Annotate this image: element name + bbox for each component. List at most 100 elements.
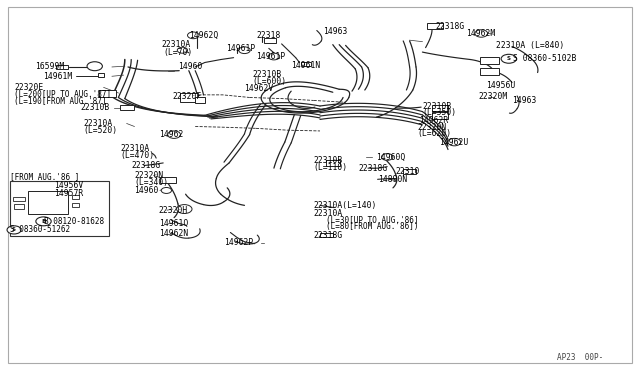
Text: S 08360-5102B: S 08360-5102B	[513, 54, 577, 63]
Text: 14962R: 14962R	[419, 116, 449, 125]
Text: S: S	[12, 227, 16, 232]
Text: 22320N: 22320N	[417, 123, 447, 132]
Bar	[160, 177, 175, 183]
Bar	[72, 195, 79, 199]
Bar	[56, 65, 68, 69]
Circle shape	[268, 53, 280, 60]
Text: (L=80[FROM AUG.'86]): (L=80[FROM AUG.'86])	[326, 222, 419, 231]
Text: 14890N: 14890N	[378, 175, 407, 184]
Text: 14963: 14963	[323, 27, 348, 36]
Text: (L=200[UP TO AUG.'87]: (L=200[UP TO AUG.'87]	[14, 90, 111, 99]
Circle shape	[177, 205, 192, 214]
Text: 22310A (L=840): 22310A (L=840)	[496, 41, 564, 50]
Bar	[301, 62, 311, 66]
Bar	[120, 105, 134, 110]
Text: 14960: 14960	[178, 62, 202, 71]
Text: 14963: 14963	[512, 96, 536, 105]
Text: B: B	[41, 219, 46, 224]
Text: (L=350): (L=350)	[422, 108, 456, 117]
Circle shape	[87, 62, 102, 71]
Text: 22310B: 22310B	[422, 102, 452, 110]
Text: 14961M: 14961M	[44, 72, 73, 81]
Text: 14961N: 14961N	[291, 61, 321, 70]
Text: 14960: 14960	[134, 186, 159, 195]
Text: (L=340): (L=340)	[134, 178, 168, 187]
Text: 22310A: 22310A	[83, 119, 113, 128]
Bar	[320, 233, 333, 237]
Bar	[28, 191, 68, 214]
Text: 14956U: 14956U	[486, 81, 516, 90]
Text: S 08360-51262: S 08360-51262	[10, 225, 70, 234]
Bar	[264, 38, 276, 43]
Text: 16599M: 16599M	[35, 62, 65, 71]
Circle shape	[177, 47, 188, 53]
Text: 22320F: 22320F	[173, 92, 202, 101]
Circle shape	[168, 131, 180, 138]
Circle shape	[239, 47, 250, 54]
Text: 14962V: 14962V	[244, 84, 274, 93]
Text: 22310B: 22310B	[314, 156, 343, 165]
Bar	[433, 105, 448, 111]
Circle shape	[475, 30, 488, 37]
Text: 14956V: 14956V	[54, 182, 84, 190]
Bar	[13, 197, 25, 201]
Text: 22310B: 22310B	[80, 103, 109, 112]
Bar	[14, 204, 24, 209]
Text: 14961Q: 14961Q	[159, 219, 188, 228]
Text: (L=190[FROM AUG.'87]: (L=190[FROM AUG.'87]	[14, 97, 107, 106]
Bar	[480, 68, 499, 75]
Circle shape	[381, 154, 393, 160]
Text: 22320M: 22320M	[479, 92, 508, 101]
Text: 22310A: 22310A	[161, 40, 191, 49]
Text: 14962N: 14962N	[159, 229, 188, 238]
Text: (L=620): (L=620)	[417, 129, 451, 138]
Text: 22310B: 22310B	[253, 70, 282, 79]
Text: 14961P: 14961P	[256, 52, 285, 61]
Text: 22318G: 22318G	[435, 22, 465, 31]
Bar	[403, 169, 416, 174]
Text: 22318: 22318	[256, 31, 280, 40]
Text: 14960Q: 14960Q	[376, 153, 406, 161]
Text: 22310A(L=140): 22310A(L=140)	[314, 201, 377, 210]
Text: 22318G: 22318G	[131, 161, 161, 170]
Bar	[99, 90, 116, 97]
Circle shape	[7, 226, 21, 234]
Text: 22320N: 22320N	[134, 171, 164, 180]
Text: (L=600): (L=600)	[253, 77, 287, 86]
Text: (L=110): (L=110)	[314, 163, 348, 172]
Text: 14957R: 14957R	[54, 189, 84, 198]
Text: (L=70): (L=70)	[164, 48, 193, 57]
Bar	[180, 93, 198, 102]
Text: S: S	[507, 56, 511, 61]
Bar	[428, 23, 444, 29]
Text: 22320E: 22320E	[14, 83, 44, 92]
Circle shape	[501, 54, 516, 63]
Bar	[195, 97, 205, 103]
Text: 14961P: 14961P	[227, 44, 256, 53]
Bar	[326, 160, 340, 166]
Text: (L=30[UP TO AUG.'86]: (L=30[UP TO AUG.'86]	[326, 216, 419, 225]
Text: (L=470): (L=470)	[120, 151, 154, 160]
Bar	[72, 203, 79, 207]
Text: 14962Q: 14962Q	[189, 31, 218, 40]
Text: B 08120-81628: B 08120-81628	[44, 217, 104, 226]
Text: 22310: 22310	[396, 167, 420, 176]
Text: 22320H: 22320H	[159, 206, 188, 215]
Text: 22318G: 22318G	[314, 231, 343, 240]
Text: 22310A: 22310A	[120, 144, 150, 153]
Text: 14962P: 14962P	[224, 238, 253, 247]
Text: 14962: 14962	[159, 130, 183, 139]
Circle shape	[36, 217, 51, 226]
Text: (L=520): (L=520)	[83, 126, 117, 135]
Text: [FROM AUG.'86 ]: [FROM AUG.'86 ]	[10, 172, 79, 181]
Circle shape	[188, 32, 199, 39]
Circle shape	[161, 187, 172, 193]
Text: 22318G: 22318G	[358, 164, 388, 173]
Text: 22310A: 22310A	[314, 209, 343, 218]
Bar	[10, 181, 109, 236]
Bar	[480, 57, 499, 64]
Circle shape	[448, 138, 461, 146]
Text: 14962M: 14962M	[466, 29, 495, 38]
Text: AP23  00P-: AP23 00P-	[557, 353, 603, 362]
Bar	[433, 112, 448, 119]
